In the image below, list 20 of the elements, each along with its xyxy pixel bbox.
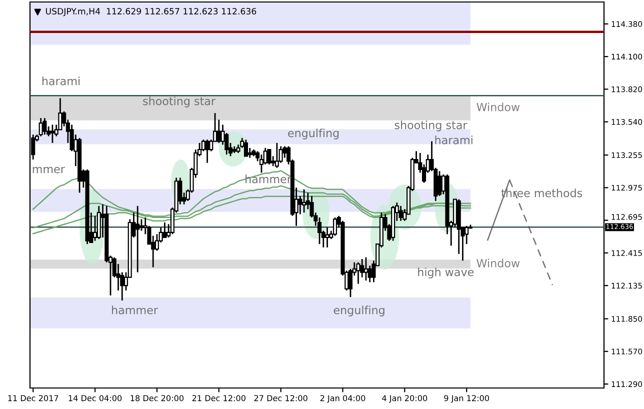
x-tick-label: 9 Jan 12:00 <box>444 395 489 403</box>
annotation: engulfing <box>334 306 384 316</box>
x-tick-label: 21 Dec 12:00 <box>192 395 246 402</box>
x-tick-label: 14 Dec 04:00 <box>68 395 122 402</box>
annotation: harami <box>435 136 472 144</box>
annotation: hammer <box>112 306 158 314</box>
band-label: Window <box>476 102 520 112</box>
annotation: shooting star <box>394 120 468 132</box>
x-tick-label: 11 Dec 2017 <box>8 395 58 402</box>
annotation: shooting star <box>143 96 216 108</box>
annotation: harami <box>42 76 80 86</box>
x-tick-label: 18 Dec 20:00 <box>130 395 184 402</box>
text: USDJPY.m,H4 112.629 112.657 112.623 112.636 <box>46 8 256 16</box>
x-tick-label: 4 Jan 20:00 <box>382 395 428 403</box>
x-tick-label: 2 Jan 04:00 <box>320 395 366 403</box>
x-tick-label: 27 Dec 12:00 <box>254 395 308 402</box>
annotation: mmer <box>32 166 65 174</box>
band-label: Window <box>476 258 520 268</box>
annotation: engulfing <box>288 128 339 140</box>
annotation: high wave <box>418 268 474 278</box>
